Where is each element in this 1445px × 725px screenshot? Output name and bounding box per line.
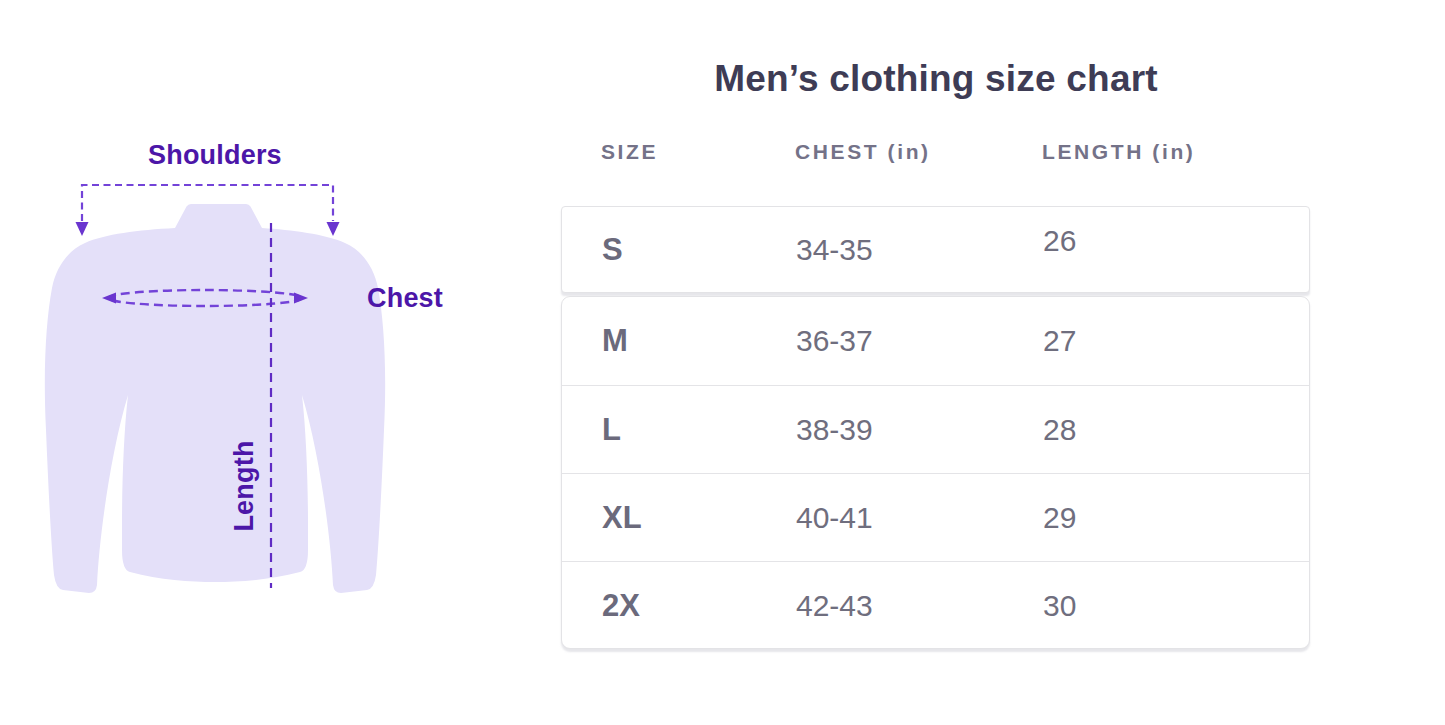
chest-value: 34-35 [796, 233, 1043, 267]
table-row: XL 40-41 29 [562, 473, 1309, 561]
size-value: S [602, 232, 796, 268]
length-value: 29 [1043, 501, 1309, 535]
table-row: M 36-37 27 [562, 297, 1309, 385]
table-row: 2X 42-43 30 [562, 561, 1309, 649]
table-row: S 34-35 26 [562, 207, 1309, 292]
length-value: 27 [1043, 324, 1309, 358]
chest-value: 42-43 [796, 589, 1043, 623]
arrow-down-right-icon [327, 222, 340, 236]
size-table-card-top: S 34-35 26 [561, 206, 1310, 293]
chest-value: 36-37 [796, 324, 1043, 358]
size-value: M [602, 323, 796, 359]
column-header-length: LENGTH (in) [1042, 140, 1195, 164]
shoulders-label: Shoulders [148, 140, 282, 171]
chest-value: 40-41 [796, 501, 1043, 535]
table-header-row: SIZE CHEST (in) LENGTH (in) [561, 140, 1311, 168]
length-value: 30 [1043, 589, 1309, 623]
length-value: 28 [1043, 413, 1309, 447]
column-header-size: SIZE [601, 140, 658, 164]
shirt-shape [45, 204, 385, 593]
arrow-down-left-icon [76, 222, 89, 236]
size-value: XL [602, 500, 796, 536]
chest-label: Chest [367, 283, 443, 314]
size-chart-page: Shoulders Chest Length Men’s clothing si… [0, 0, 1445, 725]
size-table-card-main: M 36-37 27 L 38-39 28 XL 40-41 29 2X 42-… [561, 296, 1310, 649]
shirt-diagram-svg [40, 130, 470, 620]
page-title: Men’s clothing size chart [561, 58, 1311, 100]
shirt-measurement-diagram: Shoulders Chest Length [40, 130, 470, 620]
size-value: 2X [602, 588, 796, 624]
table-row: L 38-39 28 [562, 385, 1309, 473]
length-value: 26 [1043, 224, 1309, 258]
chest-value: 38-39 [796, 413, 1043, 447]
size-value: L [602, 412, 796, 448]
column-header-chest: CHEST (in) [795, 140, 931, 164]
length-label: Length [229, 426, 265, 546]
